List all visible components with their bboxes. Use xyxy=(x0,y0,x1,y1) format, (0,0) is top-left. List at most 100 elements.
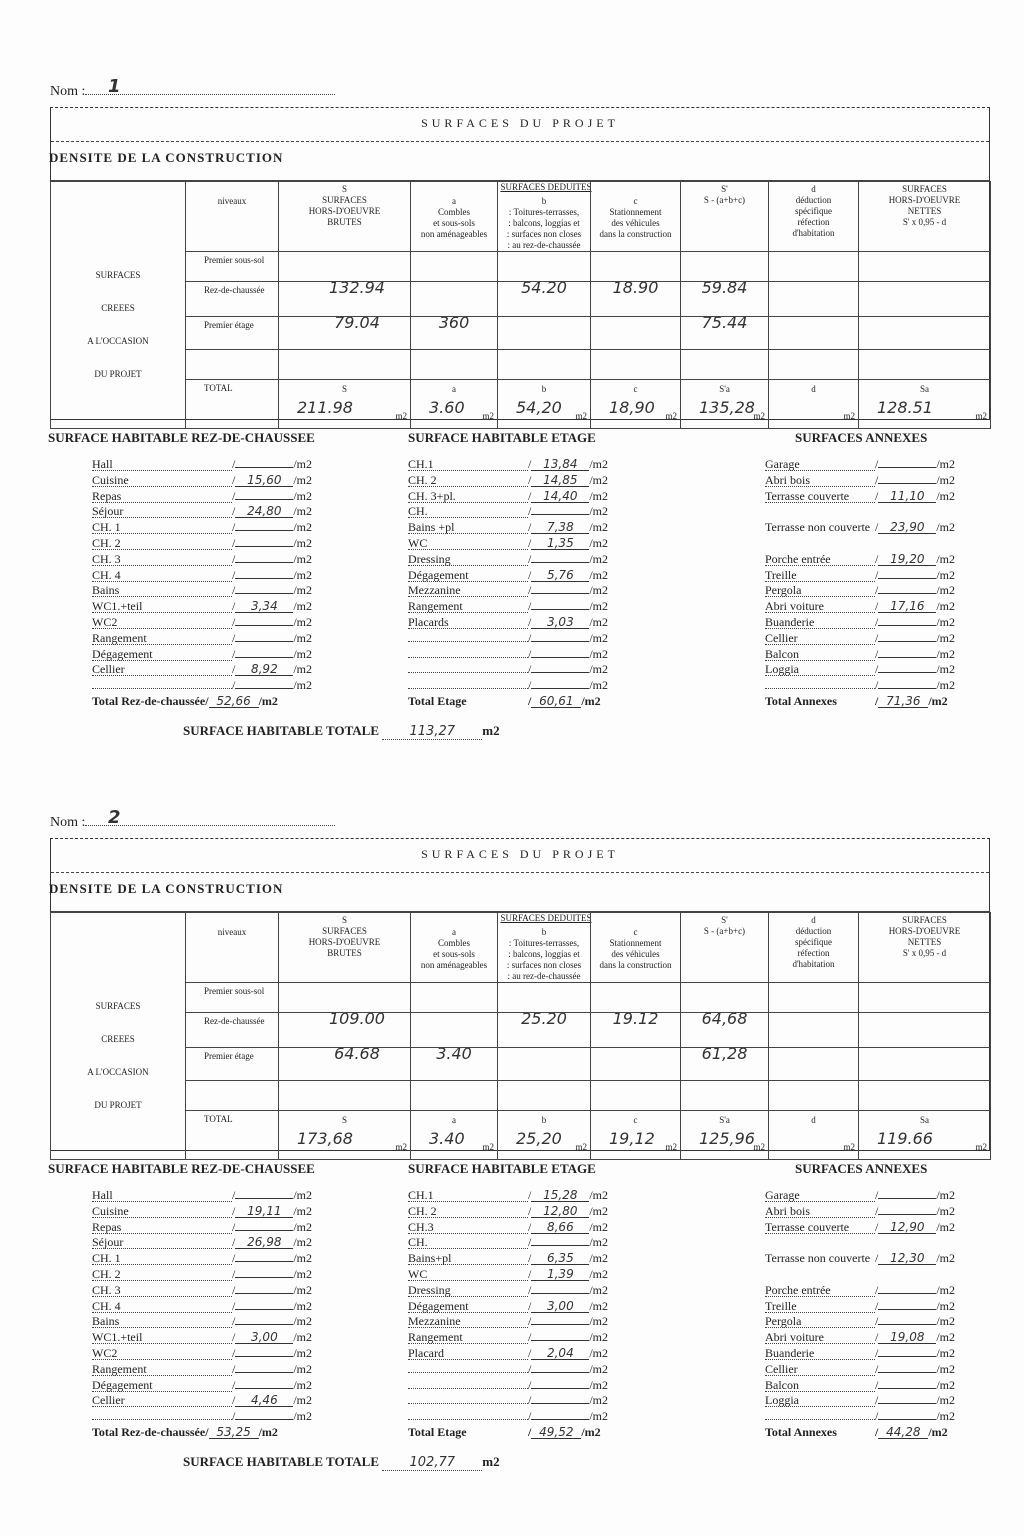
table-cell: 75.44 xyxy=(680,316,769,350)
item-label: WC1.+teil xyxy=(92,1331,232,1345)
table-cell xyxy=(497,982,591,1013)
header-line: : balcons, loggias et xyxy=(508,218,580,228)
list-total: Total Rez-de-chaussée/53,25/m2 xyxy=(92,1425,278,1439)
header-line: b xyxy=(541,196,547,206)
item-value: 12,90 xyxy=(890,1219,925,1234)
unit: /m2 xyxy=(293,1330,313,1345)
total-wrap: b 25,20 m2 xyxy=(499,1115,590,1159)
item-label: WC1.+teil xyxy=(92,600,232,614)
header-S: S SURFACES HORS-D'OEUVRE BRUTES xyxy=(278,181,411,252)
header-line: Stationnement xyxy=(609,207,662,217)
table-cell xyxy=(410,1012,498,1048)
list-item: Terrasse non couverte/12,30/m2 xyxy=(765,1251,956,1266)
header-line: a xyxy=(452,196,456,206)
list-item: CH. 1//m2 xyxy=(92,520,313,535)
header-line: déduction xyxy=(795,195,832,205)
item-value-field: 19,20 xyxy=(878,553,937,566)
side-label-line: DU PROJET xyxy=(94,369,142,379)
list-item: Bains +pl/7,38/m2 xyxy=(408,520,609,535)
header-line: dans la construction xyxy=(599,229,672,239)
box-title: SURFACES DU PROJET xyxy=(421,847,619,861)
list-item: Loggia //m2 xyxy=(765,662,956,677)
item-label: CH. xyxy=(408,1236,528,1250)
item-label: Terrasse non couverte xyxy=(765,520,871,535)
list-item: Mezzanine //m2 xyxy=(408,583,609,598)
item-value-field xyxy=(878,1419,937,1421)
unit: /m2 xyxy=(936,1346,956,1360)
item-label xyxy=(765,1419,875,1421)
list-item: Hall //m2 xyxy=(92,1188,313,1202)
item-label: Rangement xyxy=(408,600,528,614)
item-label: CH. 3 xyxy=(92,1284,232,1297)
niveaux: niveaux xyxy=(217,927,247,937)
item-value: 13,84 xyxy=(543,457,578,471)
unit: m2 xyxy=(395,1142,407,1152)
total-value: 125,96 xyxy=(699,1129,755,1148)
total-value: 52,66 xyxy=(216,694,251,708)
list-item: Rangement //m2 xyxy=(408,1330,609,1345)
total-symbol: b xyxy=(541,384,547,394)
item-value-field: 8,92 xyxy=(235,663,294,677)
item-label: Cellier xyxy=(92,663,232,677)
total-symbol: S'a xyxy=(719,1115,730,1125)
list-item: Séjour/24,80/m2 xyxy=(92,504,313,519)
list-item: //m2 xyxy=(408,1362,608,1377)
header-line: SURFACES xyxy=(902,184,947,194)
header-line: d'habitation xyxy=(792,228,835,238)
item-label: Dégagement xyxy=(92,1379,232,1392)
header-line: S - (a+b+c) xyxy=(703,195,746,205)
unit: /m2 xyxy=(936,615,956,629)
list-item: CH. 4//m2 xyxy=(92,1298,313,1313)
list-item: CH. 2/12,80/m2 xyxy=(408,1203,609,1218)
list-item: CH. 2//m2 xyxy=(92,536,313,550)
item-label: Dressing xyxy=(408,553,528,566)
item-label: Treille xyxy=(765,569,875,582)
name-line: Nom : 1 xyxy=(50,76,336,100)
item-value: 3,00 xyxy=(546,1298,574,1313)
item-label: Garage xyxy=(765,458,875,471)
unit: /m2 xyxy=(258,694,278,708)
table-cell xyxy=(497,1047,591,1081)
list-item: Dégagement //m2 xyxy=(92,1377,313,1392)
item-value-field: 3,00 xyxy=(235,1331,294,1345)
list-annexes: SURFACES ANNEXES Garage //m2 Abri bois //m2 T… xyxy=(765,430,955,708)
unit: /m2 xyxy=(936,599,956,614)
list-item: Rangement //m2 xyxy=(92,630,313,645)
item-value-field: 4,46 xyxy=(235,1394,294,1408)
item-value-field xyxy=(531,1371,590,1373)
list-item: WC2//m2 xyxy=(92,1346,313,1360)
project-form: Nom : 1 SURFACES DU PROJET DENSITE DE LA CO… xyxy=(0,76,1024,780)
item-value: 3,34 xyxy=(250,599,278,614)
header-b: b: Toitures-terrasses,: balcons, loggias… xyxy=(497,912,591,983)
item-value-field xyxy=(235,1292,294,1294)
unit: /m2 xyxy=(293,1298,313,1313)
total-symbol: S xyxy=(341,1115,347,1125)
unit: /m2 xyxy=(589,457,609,471)
item-value-field: 6,35 xyxy=(531,1251,590,1266)
item-label: CH. xyxy=(408,505,528,519)
unit: m2 xyxy=(665,411,677,421)
unit: /m2 xyxy=(589,1267,609,1281)
item-value-field xyxy=(878,1292,937,1294)
total-wrap: Sa 128.51 m2 xyxy=(860,384,990,428)
table-cell xyxy=(278,251,411,282)
box-title: SURFACES DU PROJET xyxy=(421,116,619,130)
item-value-field: 12,80 xyxy=(531,1205,590,1218)
item-label: Garage xyxy=(765,1189,875,1202)
unit: /m2 xyxy=(293,662,313,677)
header-line: : balcons, loggias et xyxy=(508,949,580,959)
item-label: Dégagement xyxy=(92,648,232,661)
item-value-field xyxy=(878,577,937,579)
surfaces-box: SURFACES DU PROJET DENSITE DE LA CONSTRUC… xyxy=(49,838,991,1160)
item-value-field: 8,66 xyxy=(531,1221,590,1234)
list-item: Placards/3,03/m2 xyxy=(408,615,609,629)
item-value: 6,35 xyxy=(546,1251,574,1266)
unit: /m2 xyxy=(581,694,601,708)
header-line: réfection xyxy=(797,217,830,227)
unit: /m2 xyxy=(581,1425,601,1439)
level-label xyxy=(185,1080,279,1111)
table-cell xyxy=(768,1047,859,1081)
list-item: CH.1/13,84/m2 xyxy=(408,457,609,471)
unit: m2 xyxy=(753,411,765,421)
